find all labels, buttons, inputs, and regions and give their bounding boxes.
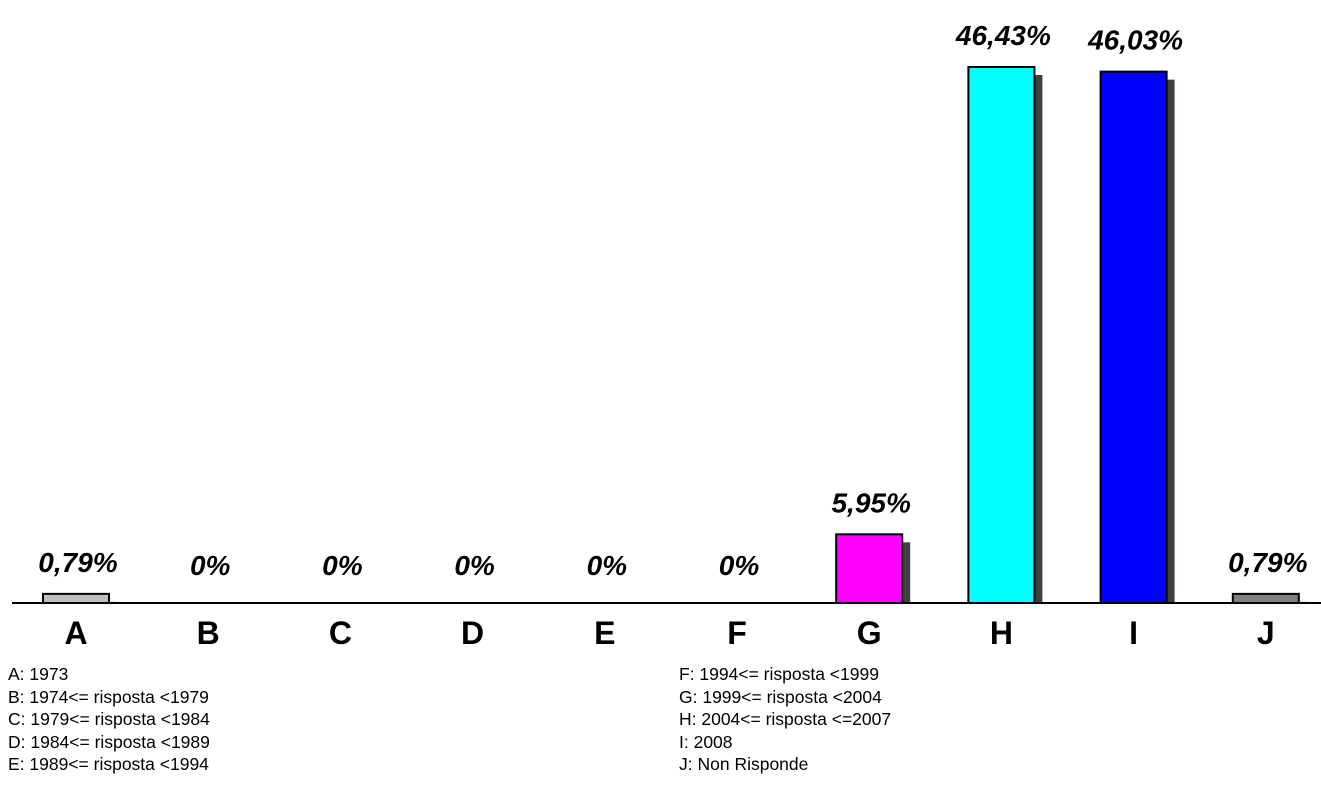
- legend-item-d: D: 1984<= risposta <1989: [8, 731, 210, 752]
- category-label-j: J: [1257, 615, 1275, 651]
- category-label-c: C: [329, 615, 352, 651]
- legend-item-f: F: 1994<= risposta <1999: [679, 664, 879, 684]
- category-label-f: F: [727, 615, 747, 651]
- value-label-j: 0,79%: [1228, 547, 1307, 578]
- category-label-i: I: [1129, 615, 1138, 651]
- value-label-g: 5,95%: [831, 487, 910, 518]
- legend-item-c: C: 1979<= risposta <1984: [8, 709, 210, 729]
- value-label-e: 0%: [587, 550, 628, 581]
- category-label-e: E: [594, 615, 615, 651]
- bar-h: [967, 66, 1036, 604]
- legend-item-j: J: Non Risponde: [679, 754, 809, 774]
- legend-item-e: E: 1989<= risposta <1994: [8, 754, 209, 774]
- value-label-a: 0,79%: [38, 547, 117, 578]
- labels-group: 0,79% A 0% B 0% C 0% D 0% E 0% F 5,95% G 46,43% H 46,03%…: [38, 20, 1307, 651]
- bars-group: [42, 66, 1307, 605]
- value-label-f: 0%: [719, 550, 760, 581]
- value-label-b: 0%: [190, 550, 231, 581]
- category-label-g: G: [857, 615, 882, 651]
- category-label-b: B: [197, 615, 220, 651]
- legend-item-i: I: 2008: [679, 731, 733, 752]
- value-label-i: 46,03%: [1087, 25, 1183, 56]
- category-label-a: A: [64, 615, 87, 651]
- category-label-h: H: [990, 615, 1013, 651]
- legend-item-h: H: 2004<= risposta <=2007: [679, 709, 892, 729]
- legend-left: A: 1973 B: 1974<= risposta <1979 C: 1979…: [8, 663, 210, 776]
- value-label-h: 46,43%: [955, 20, 1051, 51]
- value-label-c: 0%: [322, 550, 363, 581]
- value-label-d: 0%: [454, 550, 495, 581]
- bar-g: [835, 533, 904, 604]
- bar-i: [1099, 70, 1168, 605]
- bar-j: [1231, 592, 1300, 604]
- bar-chart: 0,79% A 0% B 0% C 0% D 0% E 0% F 5,95% G 46,43% H 46,03%…: [12, 20, 1321, 651]
- legend-item-g: G: 1999<= risposta <2004: [679, 686, 882, 707]
- legend-item-a: A: 1973: [8, 664, 69, 684]
- legend-item-b: B: 1974<= risposta <1979: [8, 686, 209, 707]
- bar-a: [42, 592, 110, 604]
- legend-right: F: 1994<= risposta <1999 G: 1999<= rispo…: [679, 663, 891, 776]
- category-label-d: D: [461, 615, 484, 651]
